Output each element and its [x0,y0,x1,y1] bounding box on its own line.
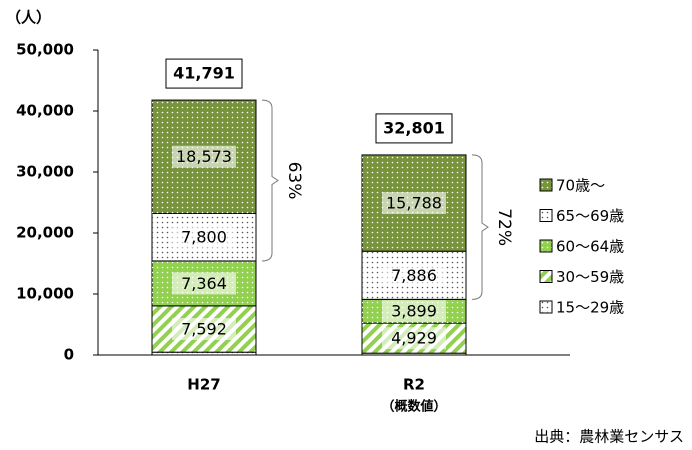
total-label: 41,791 [173,64,235,83]
value-label: 7,592 [181,320,227,339]
legend-pattern [540,301,552,313]
total-box [165,58,243,89]
legend-label: 65〜69歳 [556,207,624,225]
legend-pattern [540,209,552,222]
legend-swatch [539,270,553,283]
label-bg [172,145,236,168]
y-axis-unit: （人） [6,9,51,27]
label-bg [172,272,236,295]
total-box [375,113,453,144]
value-label: 4,929 [391,329,437,348]
y-tick-label: 40,000 [16,102,74,120]
x-tick-label: R2 [403,376,425,394]
legend-label: 70歳〜 [556,177,605,195]
value-label: 3,899 [391,302,437,321]
source: 出典：農林業センサス [534,428,684,446]
y-tick-label: 50,000 [16,41,74,59]
y-tick-label: 10,000 [16,285,74,303]
x-tick-label: H27 [187,376,220,394]
y-tick-label: 0 [64,346,74,364]
total-label: 32,801 [383,118,445,137]
label-bg [382,192,446,215]
bracket [261,99,279,262]
bracket-label: 63% [284,162,304,200]
legend-label: 60〜64歳 [556,238,624,256]
bracket [471,154,489,300]
label-bg [382,300,446,323]
legend-pattern [540,240,552,252]
label-bg [172,318,236,341]
legend-label: 30〜59歳 [556,268,624,286]
value-label: 18,573 [176,147,232,166]
legend-label: 15〜29歳 [556,299,624,317]
label-bg [382,264,446,287]
legend-pattern [540,179,552,191]
value-label: 7,800 [181,228,227,247]
bracket-label: 72% [494,208,514,246]
bar-pattern [362,353,466,355]
value-label: 7,886 [391,266,437,285]
x-tick-note: （概数値） [381,399,446,415]
label-bg [382,327,446,350]
value-label: 7,364 [181,274,227,293]
value-label: 15,788 [386,194,442,213]
y-tick-label: 20,000 [16,224,74,242]
label-bg [172,226,236,249]
bar-pattern [152,352,256,355]
y-tick-label: 30,000 [16,163,74,181]
